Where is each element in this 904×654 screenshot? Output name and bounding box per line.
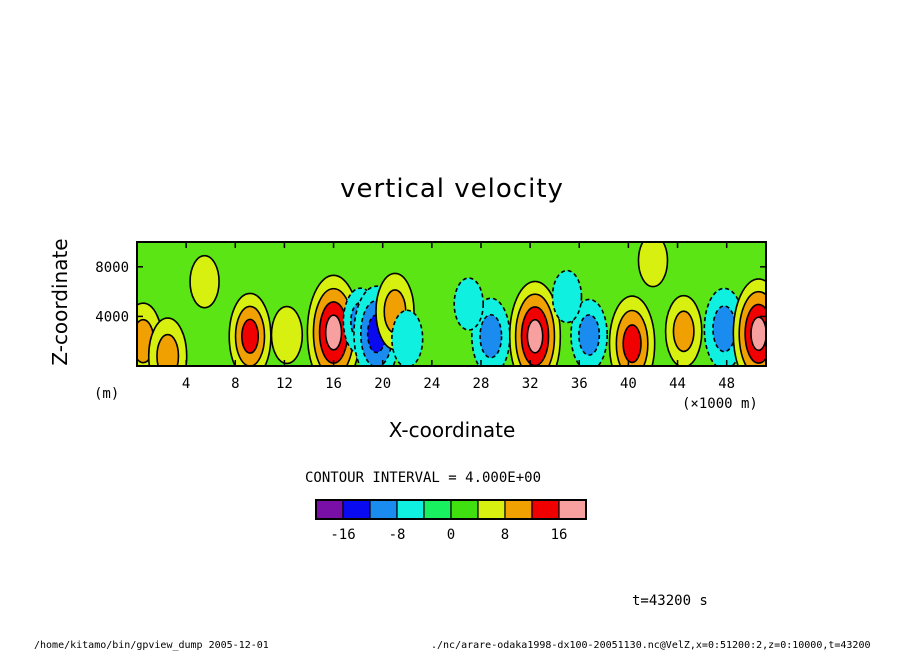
chart-title: vertical velocity bbox=[340, 174, 564, 204]
colorbar-swatch-1 bbox=[342, 499, 371, 520]
contour-feature-16-level-3 bbox=[750, 316, 766, 352]
colorbar-swatch-9 bbox=[558, 499, 587, 520]
colorbar-tick-label-3: 8 bbox=[501, 527, 509, 543]
x-tick-label-9: 40 bbox=[620, 376, 637, 392]
colorbar-tick-label-0: -16 bbox=[330, 527, 355, 543]
x-tick-label-4: 20 bbox=[374, 376, 391, 392]
contour-features bbox=[137, 242, 766, 366]
contour-feature-11-level-3 bbox=[526, 318, 544, 354]
colorbar-swatch-0 bbox=[315, 499, 344, 520]
x-tick-label-7: 32 bbox=[522, 376, 539, 392]
colorbar-swatch-2 bbox=[369, 499, 398, 520]
colorbar-swatch-6 bbox=[477, 499, 506, 520]
colorbar-swatch-5 bbox=[450, 499, 479, 520]
x-tick-label-11: 48 bbox=[718, 376, 735, 392]
contour-feature-3-level-0 bbox=[270, 305, 304, 365]
footer-right: ./nc/arare-odaka1998-dx100-20051130.nc@V… bbox=[431, 640, 871, 651]
x-tick-label-10: 44 bbox=[669, 376, 686, 392]
y-axis-unit: (m) bbox=[94, 386, 120, 402]
contour-feature-5-level-3 bbox=[324, 314, 343, 351]
x-axis-label: X-coordinate bbox=[388, 418, 516, 442]
plot-frame bbox=[136, 241, 767, 367]
colorbar-frame bbox=[315, 499, 587, 520]
contour-feature-15-level-1 bbox=[712, 305, 737, 353]
footer-left: /home/kitamo/bin/gpview_dump 2005-12-01 bbox=[34, 640, 269, 651]
contour-interval-label: CONTOUR INTERVAL = 4.000E+00 bbox=[305, 470, 542, 486]
x-tick-label-6: 28 bbox=[473, 376, 490, 392]
x-tick-label-0: 4 bbox=[182, 376, 190, 392]
colorbar-swatch-3 bbox=[396, 499, 425, 520]
x-axis-unit: (×1000 m) bbox=[682, 396, 758, 412]
x-tick-label-5: 24 bbox=[423, 376, 440, 392]
contour-feature-13-level-2 bbox=[622, 324, 642, 364]
x-tick-label-8: 36 bbox=[571, 376, 588, 392]
y-tick-label-0: 4000 bbox=[95, 309, 129, 325]
colorbar-tick-label-2: 0 bbox=[447, 527, 455, 543]
contour-feature-1-level-1 bbox=[156, 333, 180, 366]
colorbar-swatch-8 bbox=[531, 499, 560, 520]
colorbar-tick-label-4: 16 bbox=[551, 527, 568, 543]
colorbar-tick-label-1: -8 bbox=[389, 527, 406, 543]
time-label: t=43200 s bbox=[632, 593, 708, 609]
contour-feature-9-level-0 bbox=[391, 309, 424, 366]
contour-feature-20-level-0 bbox=[453, 277, 484, 331]
contour-feature-12-level-1 bbox=[578, 314, 601, 356]
colorbar-swatch-4 bbox=[423, 499, 452, 520]
y-tick-label-1: 8000 bbox=[95, 260, 129, 276]
x-tick-label-2: 12 bbox=[276, 376, 293, 392]
contour-feature-14-level-1 bbox=[672, 310, 695, 353]
colorbar-swatch-7 bbox=[504, 499, 533, 520]
contour-feature-18-level-0 bbox=[551, 269, 583, 324]
contour-feature-19-level-0 bbox=[637, 242, 669, 288]
x-tick-label-3: 16 bbox=[325, 376, 342, 392]
contour-feature-2-level-2 bbox=[241, 318, 260, 354]
contour-feature-17-level-0 bbox=[189, 254, 220, 309]
x-tick-label-1: 8 bbox=[231, 376, 239, 392]
contour-feature-10-level-1 bbox=[479, 313, 503, 359]
